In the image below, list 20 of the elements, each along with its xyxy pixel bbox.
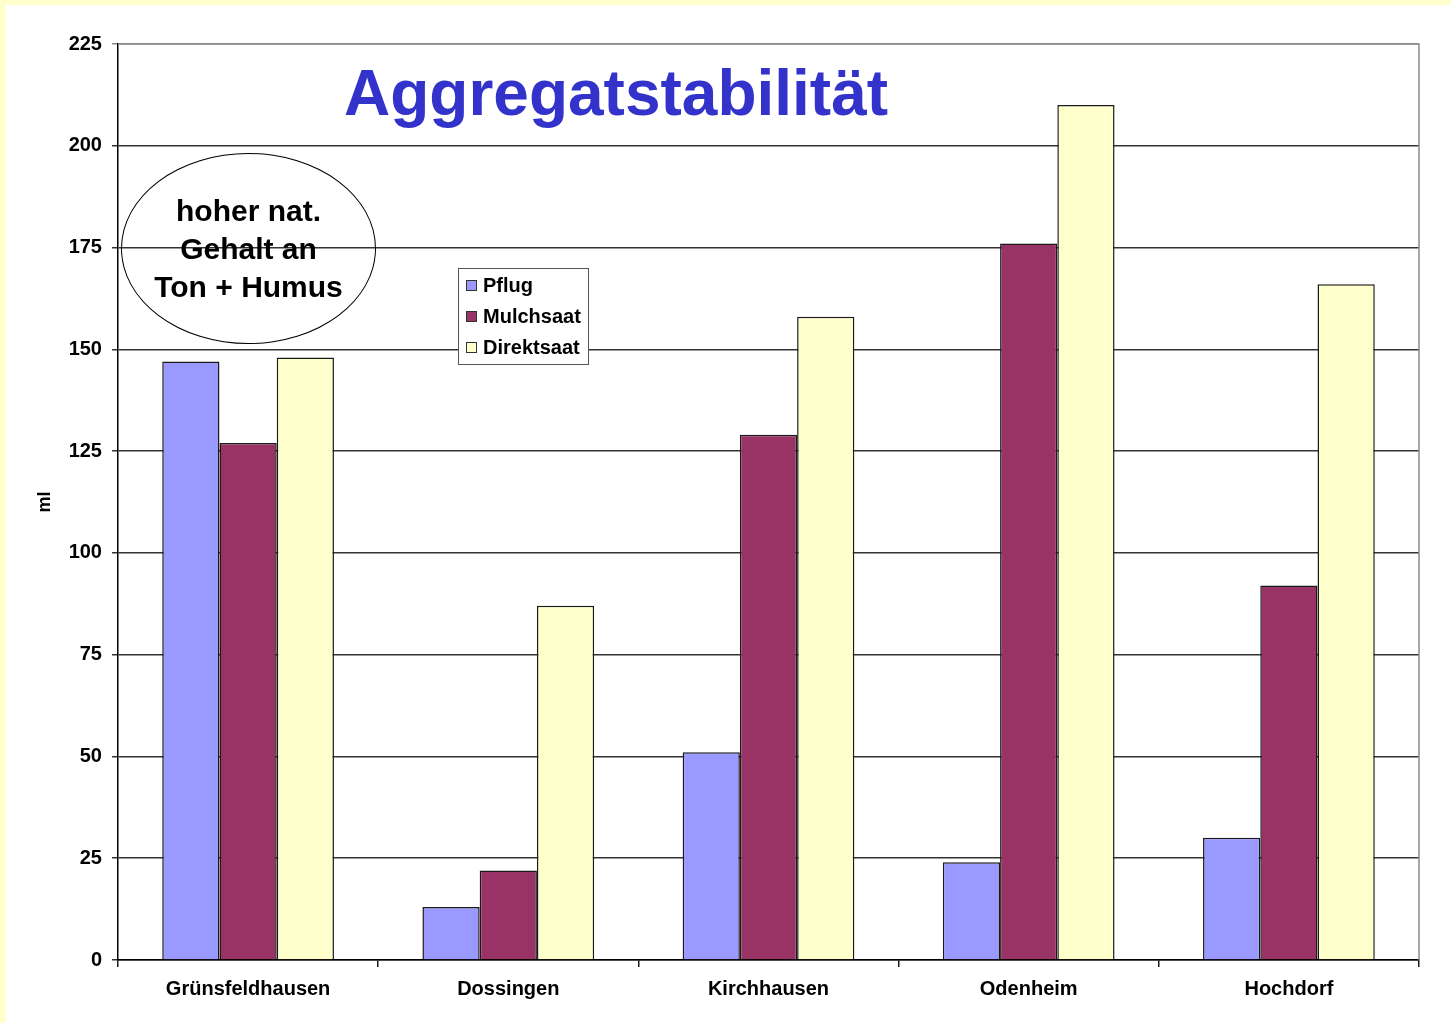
y-tick-label: 125 (68, 438, 102, 461)
y-tick-label: 50 (79, 743, 102, 766)
y-tick-label: 100 (68, 540, 102, 563)
y-tick-label: 150 (68, 336, 102, 359)
y-tick-label: 0 (90, 947, 102, 970)
y-axis-title: ml (33, 491, 54, 513)
legend-label: Mulchsaat (483, 305, 581, 328)
x-tick-label: Hochdorf (1244, 976, 1334, 999)
y-tick-label: 75 (79, 642, 102, 665)
chart-title: Aggregatstabilität (344, 57, 889, 129)
y-tick-label: 25 (79, 845, 102, 868)
y-tick-label: 225 (68, 31, 102, 54)
legend-label: Direktsaat (483, 336, 580, 359)
x-tick-label: Kirchhausen (707, 976, 830, 999)
x-tick-label: Dossingen (457, 976, 560, 999)
x-tick-label: Odenheim (979, 976, 1078, 999)
x-tick-label: Grünsfeldhausen (165, 976, 331, 999)
y-tick-label: 200 (68, 133, 102, 156)
legend-label: Pflug (483, 274, 533, 297)
y-tick-label: 175 (68, 235, 102, 258)
